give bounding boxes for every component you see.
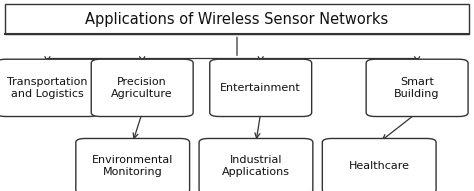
FancyBboxPatch shape xyxy=(366,59,468,117)
Text: Transportation
and Logistics: Transportation and Logistics xyxy=(7,77,88,99)
FancyBboxPatch shape xyxy=(76,138,190,191)
FancyBboxPatch shape xyxy=(5,4,469,34)
Text: Entertainment: Entertainment xyxy=(220,83,301,93)
FancyBboxPatch shape xyxy=(322,138,436,191)
FancyBboxPatch shape xyxy=(0,59,99,117)
Text: Smart
Building: Smart Building xyxy=(394,77,440,99)
Text: Healthcare: Healthcare xyxy=(349,161,410,171)
Text: Applications of Wireless Sensor Networks: Applications of Wireless Sensor Networks xyxy=(85,12,389,27)
Text: Industrial
Applications: Industrial Applications xyxy=(222,155,290,177)
FancyBboxPatch shape xyxy=(210,59,311,117)
Text: Environmental
Monitoring: Environmental Monitoring xyxy=(92,155,173,177)
Text: Precision
Agriculture: Precision Agriculture xyxy=(111,77,173,99)
FancyBboxPatch shape xyxy=(199,138,313,191)
FancyBboxPatch shape xyxy=(91,59,193,117)
